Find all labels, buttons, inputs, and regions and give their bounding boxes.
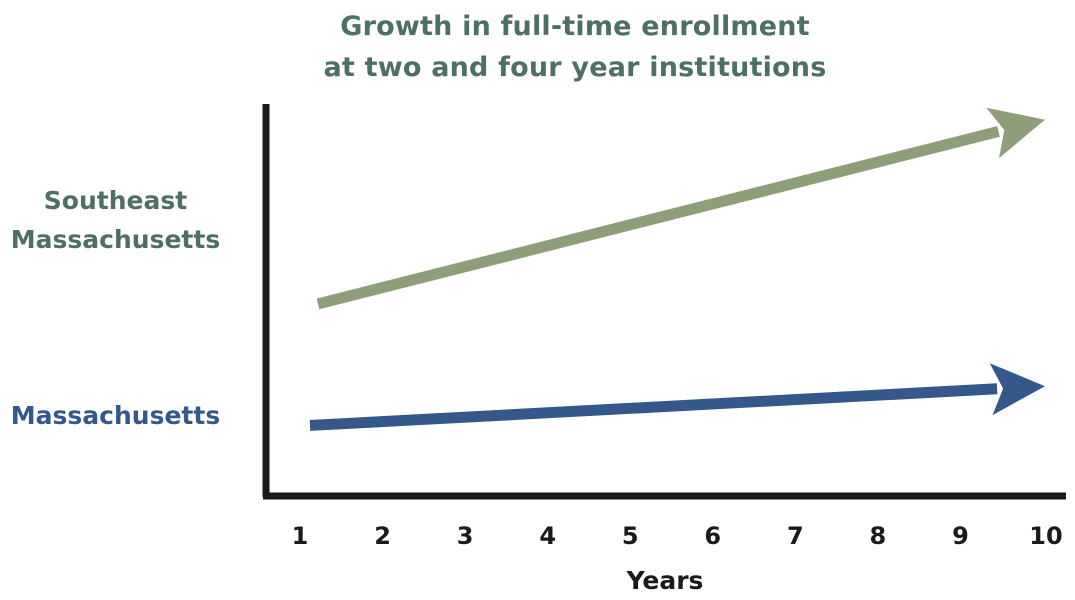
series-arrowhead xyxy=(989,363,1045,416)
chart-title: Growth in full-time enrollment at two an… xyxy=(0,6,1075,88)
x-tick-label: 7 xyxy=(787,522,804,550)
x-tick-label: 10 xyxy=(1029,522,1062,550)
series-line xyxy=(309,383,998,431)
x-tick-label: 6 xyxy=(704,522,721,550)
x-tick-label: 9 xyxy=(952,522,969,550)
chart-title-line-2: at two and four year institutions xyxy=(323,52,827,83)
x-tick-labels: 1 2 3 4 5 6 7 8 9 10 xyxy=(292,522,1063,550)
series-label-massachusetts: Massachusetts xyxy=(10,401,221,430)
series-label-southeast-massachusetts: Southeast Massachusetts xyxy=(10,186,221,254)
x-tick-label: 3 xyxy=(457,522,474,550)
series-group xyxy=(309,107,1045,431)
x-tick-label: 8 xyxy=(870,522,887,550)
x-tick-label: 4 xyxy=(539,522,556,550)
series-arrowhead xyxy=(986,107,1045,159)
x-tick-label: 5 xyxy=(622,522,639,550)
chart-title-line-1: Growth in full-time enrollment xyxy=(340,11,810,42)
x-axis-label: Years xyxy=(626,566,704,595)
series-line xyxy=(316,126,1000,310)
x-tick-label: 2 xyxy=(374,522,391,550)
x-tick-label: 1 xyxy=(292,522,309,550)
